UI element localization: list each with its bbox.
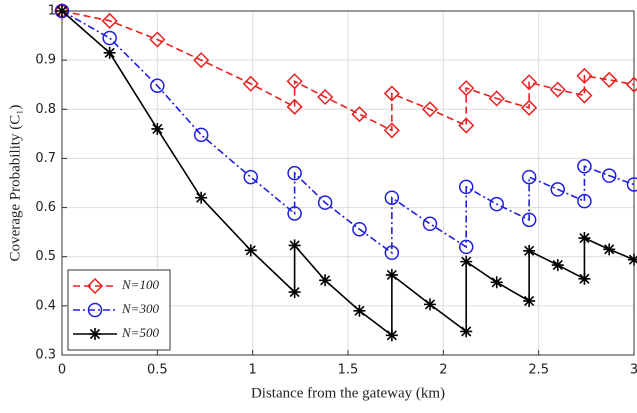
marker: [460, 256, 472, 268]
y-tick-label: 0.3: [35, 348, 56, 363]
legend-label: N=100: [121, 277, 159, 292]
marker: [578, 273, 590, 285]
y-tick-label: 0.8: [35, 102, 56, 117]
marker: [491, 276, 503, 288]
marker: [56, 5, 68, 17]
x-tick-label: 1: [249, 363, 257, 378]
marker: [578, 232, 590, 244]
marker: [289, 239, 301, 251]
legend-label: N=500: [121, 325, 159, 340]
x-axis-label: Distance from the gateway (km): [251, 385, 445, 401]
legend-label: N=300: [121, 301, 159, 316]
x-tick-label: 3: [630, 363, 637, 378]
marker: [289, 286, 301, 298]
x-tick-label: 0.5: [147, 363, 168, 378]
marker: [89, 328, 101, 340]
marker: [245, 244, 257, 256]
y-axis-label: Coverage Probability (C₁): [7, 105, 23, 262]
y-tick-label: 0.7: [35, 151, 56, 166]
marker: [552, 259, 564, 271]
marker: [523, 295, 535, 307]
marker: [386, 329, 398, 341]
x-tick-label: 1.5: [338, 363, 359, 378]
marker: [603, 243, 615, 255]
marker: [151, 123, 163, 135]
marker: [460, 325, 472, 337]
marker: [424, 298, 436, 310]
marker: [319, 274, 331, 286]
x-tick-label: 2: [439, 363, 447, 378]
y-tick-label: 0.6: [35, 200, 56, 215]
marker: [195, 192, 207, 204]
y-tick-label: 0.9: [35, 53, 56, 68]
x-tick-label: 0: [58, 363, 66, 378]
marker: [104, 47, 116, 59]
y-tick-label: 0.4: [35, 298, 56, 313]
y-tick-label: 0.5: [35, 249, 56, 264]
marker: [386, 269, 398, 281]
marker: [523, 245, 535, 257]
marker: [353, 305, 365, 317]
x-tick-label: 2.5: [528, 363, 549, 378]
